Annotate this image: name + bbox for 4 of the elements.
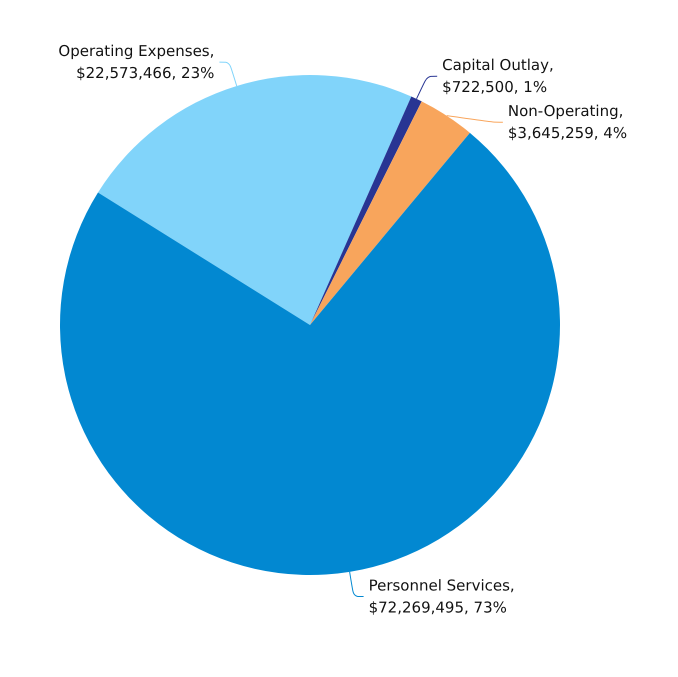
slice-label: Personnel Services, $72,269,495, 73% [368, 576, 515, 617]
slice-label: Non-Operating, $3,645,259, 4% [508, 102, 628, 142]
slice-label: Operating Expenses, $22,573,466, 23% [58, 42, 214, 82]
slice-label: Capital Outlay, $722,500, 1% [442, 56, 554, 96]
